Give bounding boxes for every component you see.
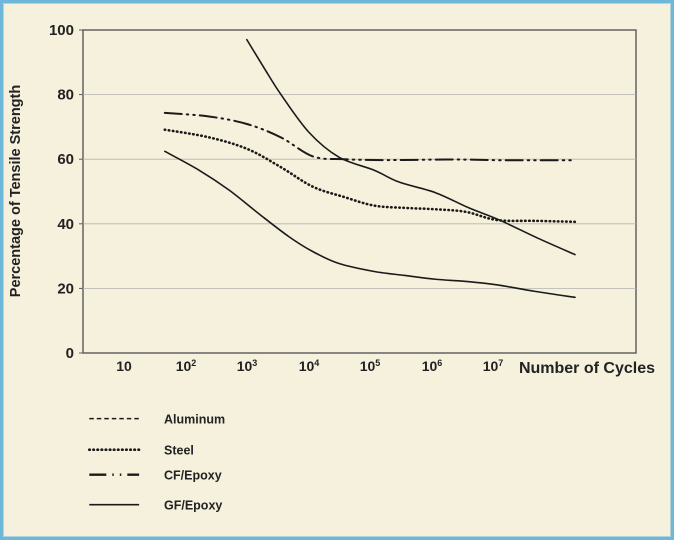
svg-text:Percentage of Tensile Strength: Percentage of Tensile Strength bbox=[8, 85, 24, 297]
svg-text:105: 105 bbox=[360, 358, 381, 374]
svg-text:103: 103 bbox=[237, 358, 258, 374]
svg-text:80: 80 bbox=[57, 87, 74, 104]
svg-text:102: 102 bbox=[176, 358, 197, 374]
svg-text:0: 0 bbox=[66, 345, 74, 362]
svg-text:20: 20 bbox=[57, 280, 74, 297]
svg-text:Steel: Steel bbox=[164, 444, 194, 458]
svg-text:107: 107 bbox=[483, 358, 504, 374]
svg-text:40: 40 bbox=[57, 216, 74, 233]
svg-text:Number of Cycles: Number of Cycles bbox=[519, 360, 655, 377]
svg-text:CF/Epoxy: CF/Epoxy bbox=[164, 469, 222, 483]
svg-text:100: 100 bbox=[49, 22, 74, 39]
svg-text:10: 10 bbox=[116, 358, 132, 374]
svg-text:Aluminum: Aluminum bbox=[164, 413, 225, 427]
svg-text:60: 60 bbox=[57, 151, 74, 168]
svg-text:104: 104 bbox=[299, 358, 320, 374]
svg-text:106: 106 bbox=[422, 358, 443, 374]
svg-text:GF/Epoxy: GF/Epoxy bbox=[164, 499, 222, 513]
